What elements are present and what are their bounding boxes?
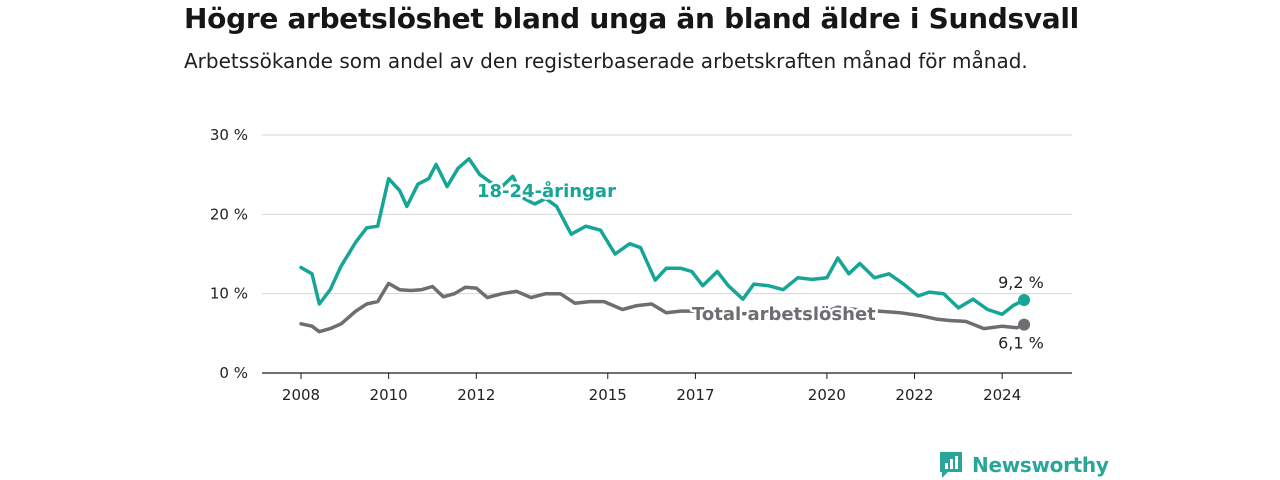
series-name-label: Total arbetslöshet <box>692 304 876 325</box>
series-end-point <box>1018 294 1031 307</box>
x-tick-label: 2008 <box>282 386 320 404</box>
series-end-value-label: 9,2 % <box>998 273 1044 292</box>
y-tick-label: 30 % <box>210 126 248 144</box>
series-end-point <box>1018 318 1031 331</box>
x-tick-label: 2020 <box>808 386 846 404</box>
y-axis-ticks: 0 % 10 % 20 % 30 % <box>210 126 248 382</box>
x-tick-label: 2012 <box>457 386 495 404</box>
chart-subtitle: Arbetssökande som andel av den registerb… <box>184 49 1028 73</box>
series-end-value-label: 6,1 % <box>998 334 1044 353</box>
line-chart: 0 % 10 % 20 % 30 % 2008 2010 2012 2015 2017 2020… <box>210 126 1072 404</box>
x-tick-label: 2022 <box>895 386 933 404</box>
brand-name: Newsworthy <box>972 453 1109 477</box>
series-labels: 18-24-åringar 9,2 % Total arbetslöshet 6,1 … <box>475 178 1046 355</box>
x-tick-label: 2015 <box>589 386 627 404</box>
bar-chart-logo-icon <box>940 452 962 478</box>
series-name-label: 18-24-åringar <box>477 180 616 202</box>
series-line <box>299 157 1026 317</box>
y-tick-label: 10 % <box>210 285 248 303</box>
y-tick-label: 0 % <box>219 364 248 382</box>
x-tick-label: 2010 <box>370 386 408 404</box>
x-tick-label: 2017 <box>676 386 714 404</box>
newsworthy-logo: Newsworthy <box>938 450 1109 480</box>
chart-title: Högre arbetslöshet bland unga än bland ä… <box>184 2 1079 35</box>
x-axis: 2008 2010 2012 2015 2017 2020 2022 2024 <box>262 372 1072 404</box>
y-tick-label: 20 % <box>210 205 248 223</box>
x-tick-label: 2024 <box>983 386 1021 404</box>
series-line <box>299 281 1026 334</box>
series-lines <box>299 157 1031 334</box>
